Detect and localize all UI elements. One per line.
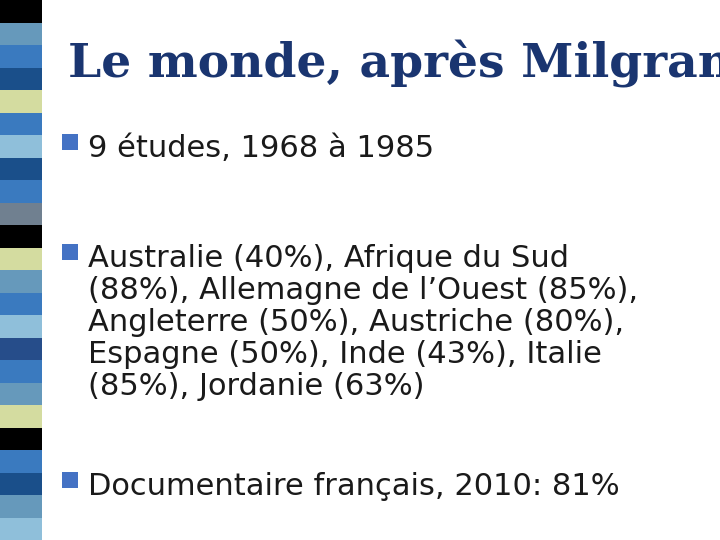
Bar	[0, 180, 42, 202]
Text: Australie (40%), Afrique du Sud: Australie (40%), Afrique du Sud	[88, 244, 569, 273]
Bar	[0, 360, 42, 382]
Bar	[0, 135, 42, 158]
Bar	[0, 90, 42, 112]
Text: Angleterre (50%), Austriche (80%),: Angleterre (50%), Austriche (80%),	[88, 308, 624, 337]
Bar	[0, 225, 42, 247]
Bar	[0, 428, 42, 450]
Bar	[62, 472, 78, 488]
Bar	[0, 338, 42, 360]
Text: (88%), Allemagne de l’Ouest (85%),: (88%), Allemagne de l’Ouest (85%),	[88, 276, 638, 305]
Bar	[0, 112, 42, 135]
Bar	[62, 244, 78, 260]
Bar	[0, 247, 42, 270]
Bar	[0, 315, 42, 338]
Bar	[0, 45, 42, 68]
Text: Documentaire français, 2010: 81%: Documentaire français, 2010: 81%	[88, 472, 620, 501]
Bar	[62, 134, 78, 150]
Bar	[0, 495, 42, 517]
Bar	[0, 517, 42, 540]
Bar	[0, 450, 42, 472]
Bar	[0, 270, 42, 293]
Text: (85%), Jordanie (63%): (85%), Jordanie (63%)	[88, 372, 425, 401]
Text: Le monde, après Milgram: Le monde, après Milgram	[68, 40, 720, 88]
Bar	[0, 293, 42, 315]
Bar	[0, 472, 42, 495]
Bar	[0, 68, 42, 90]
Bar	[0, 23, 42, 45]
Text: 9 études, 1968 à 1985: 9 études, 1968 à 1985	[88, 134, 434, 163]
Bar	[0, 382, 42, 405]
Text: Espagne (50%), Inde (43%), Italie: Espagne (50%), Inde (43%), Italie	[88, 340, 602, 369]
Bar	[0, 405, 42, 428]
Bar	[0, 158, 42, 180]
Bar	[0, 202, 42, 225]
Bar	[0, 0, 42, 23]
